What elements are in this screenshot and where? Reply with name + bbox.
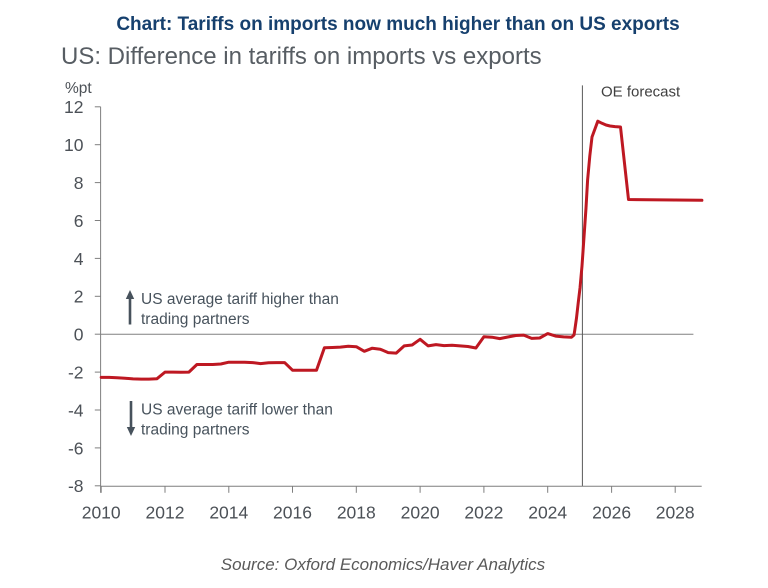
svg-text:-2: -2 (68, 363, 84, 383)
svg-text:-6: -6 (68, 438, 84, 458)
svg-text:4: 4 (74, 249, 84, 269)
svg-text:US average tariff higher than: US average tariff higher than (141, 291, 339, 308)
svg-text:10: 10 (64, 135, 84, 155)
svg-text:2016: 2016 (273, 503, 312, 523)
svg-text:12: 12 (64, 97, 83, 117)
svg-text:Source: Oxford Economics/Haver: Source: Oxford Economics/Haver Analytics (221, 555, 546, 574)
svg-text:0: 0 (74, 325, 84, 345)
svg-text:trading partners: trading partners (141, 422, 250, 439)
svg-text:2010: 2010 (82, 503, 121, 523)
svg-text:US average tariff lower than: US average tariff lower than (141, 402, 333, 419)
svg-text:2028: 2028 (656, 503, 695, 523)
svg-text:2014: 2014 (209, 503, 248, 523)
svg-text:trading partners: trading partners (141, 311, 250, 328)
svg-text:%pt: %pt (65, 80, 92, 97)
svg-text:8: 8 (74, 173, 84, 193)
svg-text:6: 6 (74, 211, 84, 231)
svg-text:US: Difference in tariffs on i: US: Difference in tariffs on imports vs … (61, 43, 542, 70)
svg-text:OE forecast: OE forecast (601, 84, 681, 101)
svg-text:2020: 2020 (401, 503, 440, 523)
svg-text:-8: -8 (68, 476, 84, 496)
svg-text:2: 2 (74, 287, 84, 307)
svg-text:2024: 2024 (528, 503, 567, 523)
svg-text:2026: 2026 (592, 503, 631, 523)
svg-text:Chart: Tariffs on imports now: Chart: Tariffs on imports now much highe… (116, 14, 679, 35)
svg-text:2022: 2022 (464, 503, 503, 523)
svg-text:-4: -4 (68, 400, 84, 420)
svg-text:2018: 2018 (337, 503, 376, 523)
svg-text:2012: 2012 (146, 503, 185, 523)
